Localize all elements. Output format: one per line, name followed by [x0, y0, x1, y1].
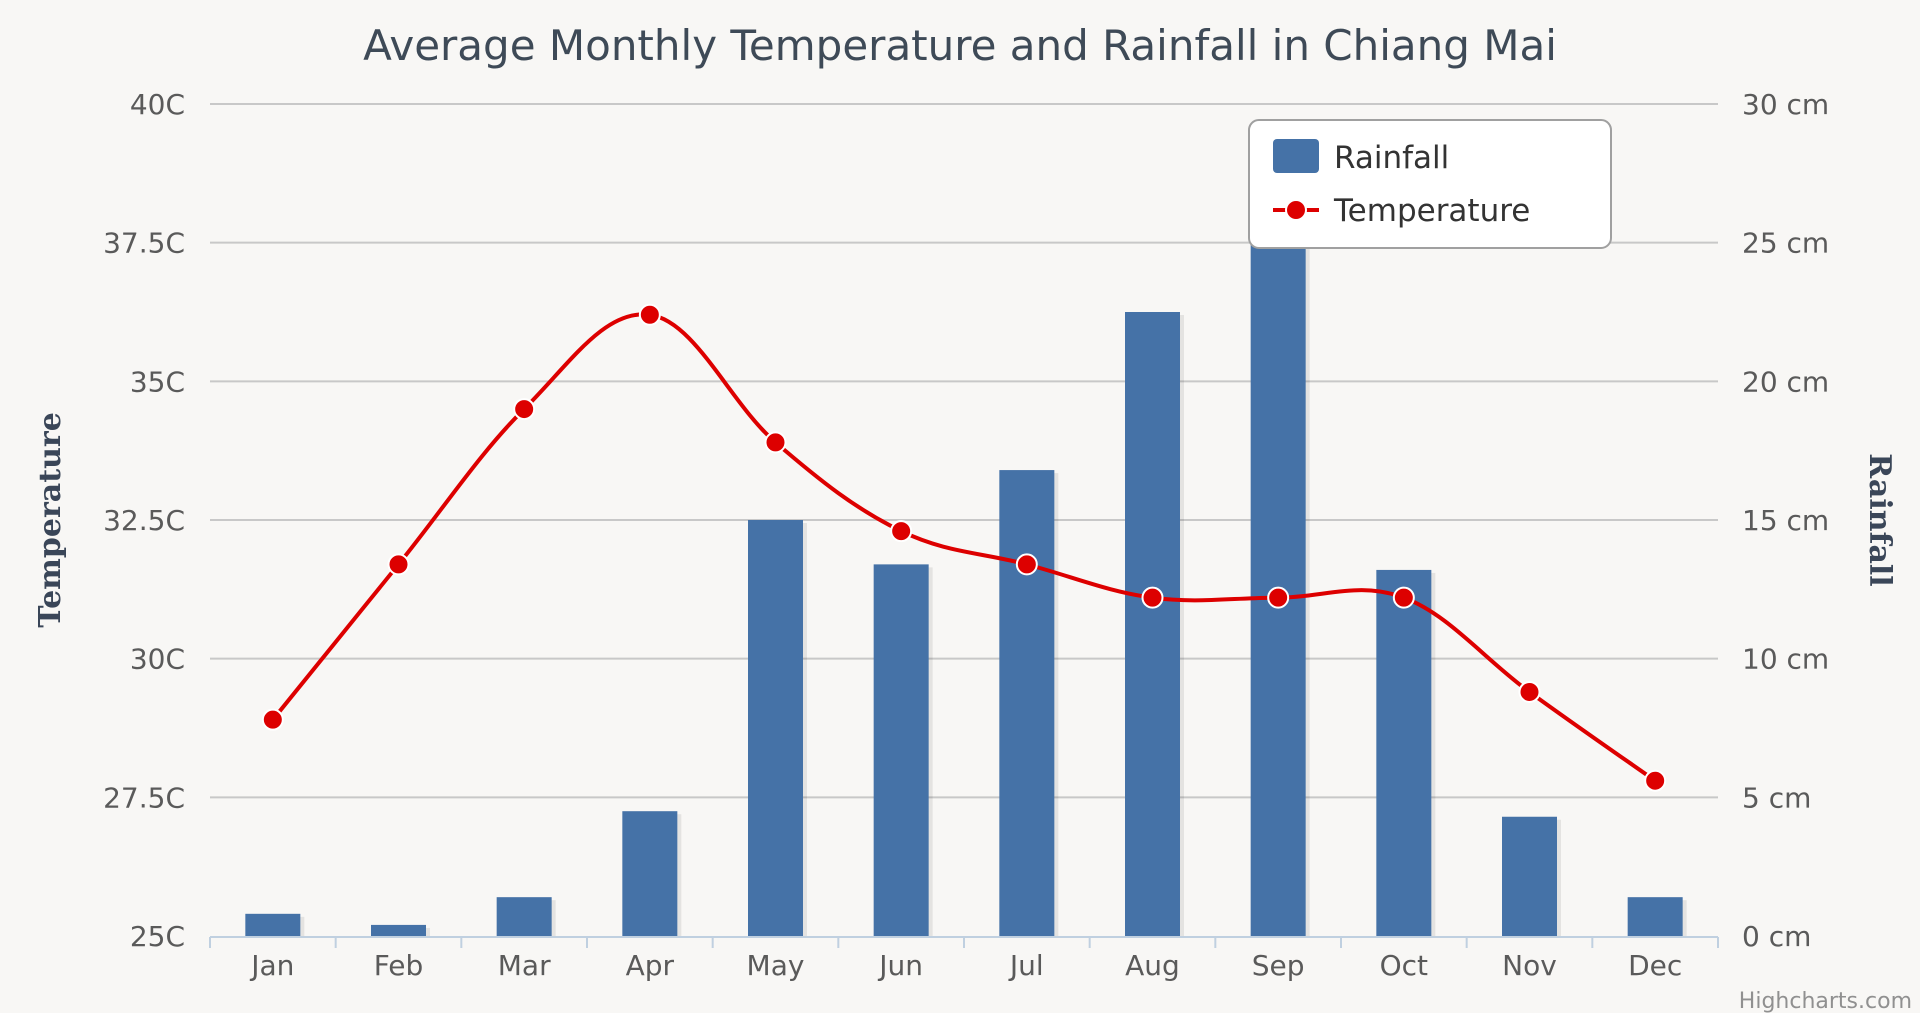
rainfall-bar-feb[interactable]	[371, 924, 426, 936]
y-right-tick-label: 15 cm	[1742, 504, 1829, 537]
x-axis-ticks: Jan Feb Mar Apr May Jun Jul Aug Sep Oct Nov Dec	[209, 937, 1719, 982]
temperature-point-jan[interactable]	[261, 708, 284, 731]
temperature-point-dec[interactable]	[1644, 769, 1667, 792]
left-axis-ticks: 25C 27.5C 30C 32.5C 35C 37.5C 40C	[103, 88, 185, 953]
temperature-point-may[interactable]	[764, 431, 787, 454]
temperature-point-mar[interactable]	[513, 398, 536, 421]
x-tick-label: Jan	[249, 949, 294, 982]
y-left-tick-label: 27.5C	[103, 781, 185, 814]
rainfall-bar-oct[interactable]	[1376, 569, 1432, 936]
legend[interactable]: Rainfall Temperature	[1248, 119, 1612, 249]
rainfall-bar-apr[interactable]	[622, 811, 678, 936]
credits-link[interactable]: Highcharts.com	[1739, 989, 1912, 1013]
legend-rainfall-label: Rainfall	[1334, 140, 1449, 176]
rainfall-bar-nov[interactable]	[1502, 816, 1557, 936]
rainfall-bar-may[interactable]	[748, 520, 803, 936]
temperature-point-apr[interactable]	[638, 303, 661, 326]
y-right-tick-label: 0 cm	[1742, 920, 1811, 953]
rainfall-bar-jan[interactable]	[245, 913, 301, 936]
temperature-point-feb[interactable]	[387, 553, 410, 576]
chart-title: Average Monthly Temperature and Rainfall…	[363, 21, 1557, 70]
rainfall-bar-jul[interactable]	[999, 470, 1055, 936]
y-left-tick-label: 25C	[130, 920, 185, 953]
x-tick-label: Nov	[1502, 949, 1557, 982]
temperature-point-sep[interactable]	[1267, 586, 1290, 609]
x-tick-label: Aug	[1125, 949, 1180, 982]
x-tick-label: May	[747, 949, 805, 982]
y-left-tick-label: 30C	[130, 643, 185, 676]
y-right-tick-label: 10 cm	[1742, 643, 1829, 676]
temperature-point-jun[interactable]	[890, 520, 913, 543]
rainfall-bar-aug[interactable]	[1125, 312, 1180, 936]
y-left-tick-label: 32.5C	[103, 504, 185, 537]
left-axis-title: Temperature	[33, 412, 68, 628]
y-left-tick-label: 40C	[130, 88, 185, 121]
x-tick-label: Jun	[877, 949, 923, 982]
y-right-tick-label: 30 cm	[1742, 88, 1829, 121]
x-tick-label: Sep	[1252, 949, 1305, 982]
x-tick-label: Oct	[1380, 949, 1428, 982]
temperature-point-aug[interactable]	[1141, 586, 1164, 609]
x-tick-label: Dec	[1628, 949, 1682, 982]
right-axis-title: Rainfall	[1862, 453, 1897, 586]
right-axis-ticks: 0 cm 5 cm 10 cm 15 cm 20 cm 25 cm 30 cm	[1742, 88, 1829, 953]
y-left-tick-label: 37.5C	[103, 227, 185, 260]
y-right-tick-label: 20 cm	[1742, 365, 1829, 398]
y-right-tick-label: 5 cm	[1742, 781, 1811, 814]
legend-temperature-marker	[1285, 199, 1307, 221]
rainfall-bar-dec[interactable]	[1627, 897, 1683, 936]
x-tick-label: Apr	[626, 949, 675, 982]
legend-temperature-label: Temperature	[1333, 193, 1530, 229]
temperature-point-oct[interactable]	[1392, 586, 1415, 609]
temperature-point-nov[interactable]	[1518, 680, 1541, 703]
y-right-tick-label: 25 cm	[1742, 227, 1829, 260]
temperature-series	[261, 303, 1667, 792]
temperature-line	[271, 312, 1657, 783]
rainfall-bars	[245, 214, 1687, 936]
x-tick-label: Feb	[374, 949, 424, 982]
y-left-tick-label: 35C	[130, 365, 185, 398]
temperature-point-jul[interactable]	[1015, 553, 1038, 576]
rainfall-bar-mar[interactable]	[496, 897, 552, 936]
rainfall-bar-sep[interactable]	[1250, 214, 1306, 936]
x-tick-label: Jul	[1008, 949, 1044, 982]
legend-item-rainfall[interactable]: Rainfall	[1273, 139, 1449, 176]
legend-item-temperature[interactable]: Temperature	[1273, 193, 1530, 229]
x-tick-label: Mar	[498, 949, 551, 982]
legend-box	[1248, 119, 1612, 249]
rainfall-bar-jun[interactable]	[873, 564, 929, 936]
gridlines	[210, 103, 1718, 799]
legend-rainfall-swatch	[1273, 139, 1319, 173]
